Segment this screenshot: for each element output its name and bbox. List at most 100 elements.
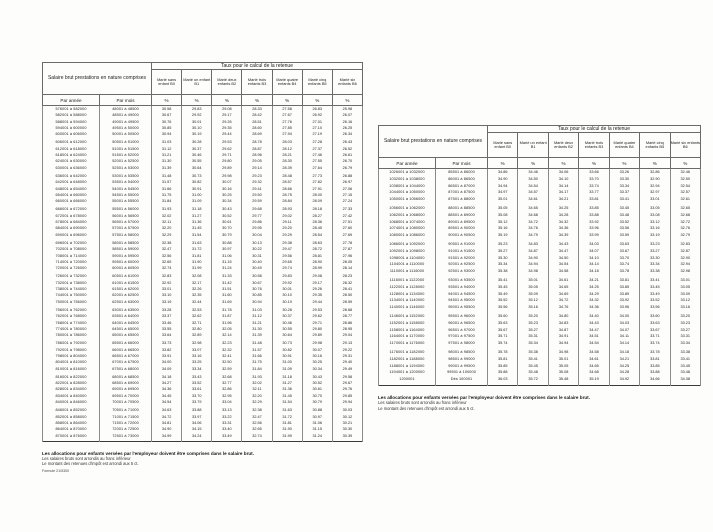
- rate-cell: 32.79: [669, 232, 702, 241]
- rate-cell: 30.34: [301, 365, 333, 374]
- rate-cell: 35.05: [517, 283, 549, 291]
- rate-cell: 31.54: [181, 231, 213, 240]
- monthly-range-cell: 87501 à 88000: [434, 196, 489, 205]
- rate-cell: 31.09: [181, 198, 213, 207]
- rate-cell: 35.48: [517, 369, 549, 377]
- rate-cell: 29.14: [241, 164, 273, 173]
- table-row: 1068001 à 1074000 89001 à 89500 35.12 34.72…: [378, 218, 702, 226]
- tax-header: Taux pour le calcul de la retenue: [151, 62, 363, 70]
- table-row: 588001 à 594000 49001 à 49500 30.76 30.01 29…: [42, 118, 364, 125]
- rate-cell: 33.45: [608, 204, 641, 212]
- rate-cell: 34.68: [517, 211, 549, 219]
- percent-header: %: [639, 157, 671, 169]
- table-row: 1032001 à 1038000 86001 à 86500 34.90 34.50…: [378, 175, 702, 183]
- rate-cell: 29.04: [331, 332, 364, 341]
- column-header-b3: Marié trois enfants B3: [578, 132, 610, 158]
- column-header-b4: Marié quatre enfants B4: [608, 132, 641, 158]
- rate-cell: 33.77: [578, 189, 610, 197]
- rate-cell: 31.84: [151, 198, 183, 207]
- table-row: 1152001 à 1158000 96001 à 96500 35.63 35.23…: [378, 319, 702, 327]
- rate-cell: 35.16: [487, 225, 519, 233]
- rate-cell: 34.90: [487, 175, 519, 183]
- annual-range-cell: 1158001 à 1164000: [378, 326, 436, 334]
- rate-cell: 35.12: [517, 297, 549, 305]
- rate-cell: 31.24: [211, 265, 243, 274]
- rate-cell: 35.23: [487, 240, 519, 248]
- rate-cell: 34.14: [608, 340, 641, 349]
- withholding-rate-table: Salaire brut prestations en nature compr…: [41, 62, 364, 442]
- rate-cell: 29.67: [331, 380, 364, 387]
- rate-cell: 34.10: [547, 175, 580, 183]
- rate-cell: 28.09: [301, 198, 333, 207]
- rate-cell: 33.12: [639, 218, 671, 226]
- rate-cell: 32.86: [639, 168, 671, 176]
- rate-cell: 32.87: [669, 247, 702, 255]
- rate-cell: 26.79: [331, 164, 364, 173]
- rate-cell: 33.67: [608, 247, 641, 255]
- rate-cell: 33.27: [639, 247, 671, 255]
- rate-cell: 27.87: [331, 246, 364, 253]
- table-row: 720001 à 726000 60001 à 60500 32.74 31.99 31…: [42, 265, 364, 274]
- rate-cell: 33.41: [639, 276, 671, 284]
- rate-cell: 30.94: [151, 131, 183, 140]
- rate-cell: 35.41: [487, 276, 519, 284]
- rate-cell: 34.11: [608, 333, 641, 341]
- rate-cell: 34.86: [487, 168, 519, 176]
- rate-cell: 27.69: [331, 231, 364, 240]
- monthly-range-cell: 91001 à 91500: [434, 247, 489, 255]
- table-row: 642001 à 648000 53501 à 54000 31.57 30.82 30…: [42, 179, 364, 186]
- annual-range-cell: 1116001 à 1122000: [378, 276, 436, 284]
- rate-cell: 35.38: [487, 268, 519, 277]
- monthly-range-cell: 92501 à 93000: [434, 268, 489, 277]
- table-row: 624001 à 630000 52001 à 52500 31.30 30.55 29…: [42, 158, 364, 165]
- table-row: 852001 à 858000 71001 à 71500 34.72 33.97 33…: [42, 413, 364, 420]
- table-row: 1056001 à 1062000 88001 à 88500 35.05 34.65…: [378, 204, 702, 212]
- table-row: 834001 à 840000 69501 à 70000 34.45 33.70 32…: [42, 392, 364, 400]
- column-header-b1: Marié un enfant B1: [517, 132, 549, 158]
- rate-cell: 28.54: [301, 231, 333, 240]
- rate-cell: 27.64: [301, 164, 333, 173]
- rate-cell: 31.39: [241, 332, 273, 341]
- rate-cell: 33.89: [608, 290, 641, 298]
- rate-cell: 32.97: [639, 189, 671, 197]
- annual-range-cell: 1128001 à 1134000: [378, 290, 436, 298]
- rate-cell: 34.32: [578, 297, 610, 305]
- column-header-b1: Marié un enfant B1: [181, 69, 213, 95]
- table-row: 738001 à 744000 61501 à 62000 33.01 32.26 31…: [42, 286, 364, 293]
- rate-cell: 34.76: [547, 304, 580, 313]
- rate-cell: 33.67: [639, 326, 671, 334]
- rate-cell: 35.09: [517, 290, 549, 298]
- form-number: Formule 21/5300: [42, 468, 70, 473]
- table-row: 1122001 à 1128000 93501 à 94000 35.45 35.05…: [378, 283, 702, 291]
- rate-cell: 32.94: [639, 182, 671, 190]
- footnotes: Les allocations pour enfants versées par…: [378, 395, 701, 411]
- rate-cell: 35.34: [517, 340, 549, 349]
- rate-cell: 35.72: [517, 376, 549, 386]
- rate-cell: 33.74: [639, 340, 671, 349]
- rate-cell: 34.65: [517, 204, 549, 212]
- rate-cell: 34.17: [547, 189, 580, 197]
- percent-header: %: [517, 157, 549, 169]
- monthly-range-cell: 86001 à 86500: [434, 175, 489, 183]
- rate-cell: 34.43: [547, 240, 580, 248]
- rate-cell: 29.13: [331, 340, 364, 347]
- rate-cell: 33.48: [608, 211, 641, 219]
- rate-cell: 34.36: [578, 304, 610, 313]
- rate-cell: 26.61: [331, 152, 364, 159]
- monthly-range-cell: 55001 à 55500: [98, 198, 153, 207]
- rate-cell: 34.83: [517, 240, 549, 248]
- rate-cell: 30.39: [331, 432, 364, 442]
- rate-cell: 30.34: [211, 198, 243, 207]
- rate-cell: 29.83: [181, 105, 213, 113]
- column-header-b5: Marié cinq enfants B5: [639, 132, 671, 158]
- rate-cell: 33.19: [639, 232, 671, 241]
- monthly-range-cell: 48001 à 48500: [98, 105, 153, 113]
- table-row: 858001 à 864000 71501 à 72000 34.81 34.06 33…: [42, 419, 364, 427]
- rate-cell: 33.52: [608, 218, 641, 226]
- rate-cell: 32.68: [669, 211, 702, 219]
- rate-cell: 34.21: [547, 196, 580, 205]
- percent-header: %: [608, 157, 641, 169]
- rate-cell: 32.90: [669, 254, 702, 262]
- monthly-range-cell: 62501 à 63000: [98, 298, 153, 307]
- table-row: 582001 à 588000 48501 à 49000 30.67 29.92 29…: [42, 112, 364, 119]
